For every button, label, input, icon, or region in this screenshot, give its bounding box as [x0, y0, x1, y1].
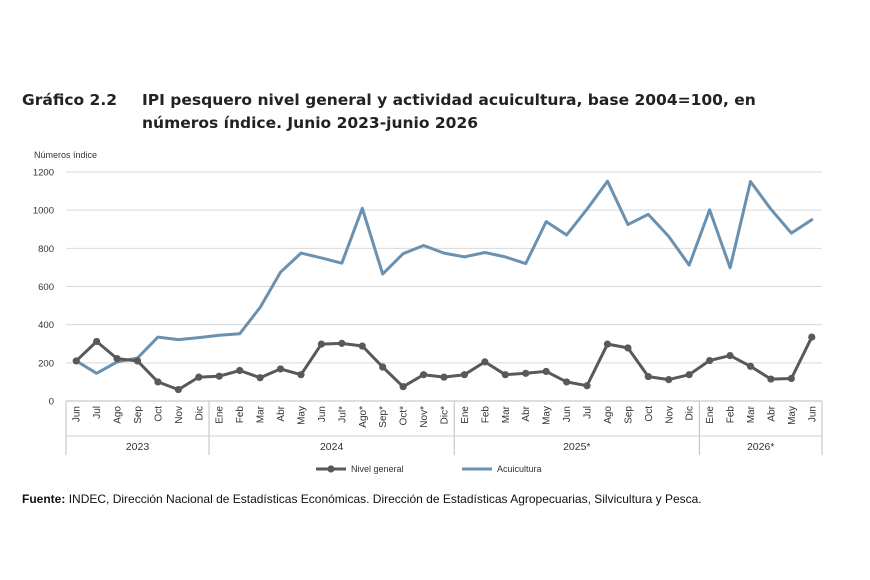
x-tick-label: May [542, 406, 553, 425]
data-point [338, 339, 346, 347]
x-tick-label: Sep [623, 406, 634, 424]
x-tick-label: Dic [194, 406, 205, 420]
data-point [358, 342, 366, 350]
x-tick-label: Nov [174, 406, 185, 424]
y-tick-label: 400 [38, 320, 54, 331]
y-tick-label: 600 [38, 282, 54, 293]
source-label: Fuente: [22, 492, 66, 506]
data-point [419, 371, 428, 379]
data-point [685, 371, 693, 379]
x-tick-label: Feb [726, 406, 737, 424]
data-point [174, 385, 182, 394]
data-point [787, 374, 795, 383]
x-tick-label: Dic [685, 406, 696, 420]
x-tick-label: Abr [276, 405, 287, 421]
x-tick-label: Mar [746, 405, 757, 423]
data-point [440, 373, 448, 381]
y-tick-label: 1200 [33, 168, 54, 179]
x-tick-label: Jun [562, 406, 573, 422]
x-tick-label: Nov* [419, 406, 430, 428]
legend-label: Acuicultura [497, 464, 542, 474]
y-axis-label: Números índice [34, 150, 97, 160]
x-tick-label: Nov [664, 406, 675, 424]
data-point [93, 337, 101, 346]
data-point [297, 371, 305, 379]
x-tick-label: Jun [317, 406, 328, 422]
x-tick-label: Oct* [399, 406, 410, 426]
data-point [583, 382, 591, 390]
x-tick-label: Feb [480, 406, 491, 424]
data-point [154, 378, 162, 386]
data-point [542, 367, 550, 376]
x-tick-label: Jun [72, 406, 83, 422]
x-tick-label: Jul [92, 406, 103, 419]
data-point [133, 357, 142, 365]
data-point [767, 375, 775, 383]
data-point [706, 356, 714, 365]
data-point [215, 372, 223, 380]
x-tick-label: Ene [460, 406, 471, 424]
data-point [399, 383, 407, 391]
data-point [808, 333, 816, 341]
x-tick-label: Abr [521, 405, 532, 421]
data-point [603, 340, 612, 348]
data-point [746, 362, 755, 370]
data-point [256, 374, 264, 382]
data-point [522, 369, 530, 377]
source-note: Fuente: INDEC, Dirección Nacional de Est… [22, 492, 702, 506]
x-tick-label: Sep* [378, 406, 389, 428]
data-point [113, 355, 121, 363]
chart-number: Gráfico 2.2 [22, 91, 118, 109]
x-tick-label: Sep [133, 406, 144, 424]
data-point [72, 357, 80, 365]
y-tick-label: 200 [38, 358, 54, 369]
source-text: INDEC, Dirección Nacional de Estadística… [68, 492, 702, 506]
data-point [644, 372, 652, 381]
x-tick-label: Oct [153, 406, 164, 422]
data-point [562, 378, 571, 386]
legend-label: Nivel general [351, 464, 404, 474]
data-point [460, 371, 469, 379]
x-tick-label: Ago [113, 406, 124, 424]
data-point [236, 366, 244, 375]
data-point [726, 351, 734, 360]
data-point [195, 373, 203, 381]
data-point [379, 363, 387, 371]
x-tick-label: May [296, 406, 307, 425]
data-point [624, 344, 632, 352]
legend-marker [327, 465, 335, 473]
year-label: 2026* [747, 441, 774, 453]
data-point [665, 376, 673, 384]
x-tick-label: Abr [766, 405, 777, 421]
x-tick-label: Mar [501, 405, 512, 423]
year-label: 2025* [563, 441, 590, 453]
x-tick-label: Dic* [440, 406, 451, 424]
series-line-acuicultura [74, 179, 814, 375]
x-tick-label: Jun [807, 406, 818, 422]
x-tick-label: Ene [705, 406, 716, 424]
series-line-nivel-general [74, 335, 814, 392]
x-tick-label: Mar [256, 405, 267, 423]
year-label: 2024 [320, 441, 344, 453]
x-tick-label: Feb [235, 406, 246, 424]
x-tick-label: Ago* [358, 406, 369, 428]
x-tick-label: Jul [583, 406, 594, 419]
data-point [501, 371, 509, 379]
chart-title-text: IPI pesquero nivel general y actividad a… [142, 91, 756, 132]
data-point [276, 365, 285, 373]
x-tick-label: Jul* [337, 406, 348, 423]
y-tick-label: 800 [38, 244, 54, 255]
x-tick-label: Oct [644, 406, 655, 422]
y-tick-label: 0 [49, 397, 54, 408]
data-point [481, 358, 489, 366]
x-tick-label: Ago [603, 406, 614, 424]
x-tick-label: Ene [215, 406, 226, 424]
y-tick-label: 1000 [33, 206, 54, 217]
year-label: 2023 [126, 441, 150, 453]
data-point [317, 340, 326, 348]
x-tick-label: May [787, 406, 798, 425]
